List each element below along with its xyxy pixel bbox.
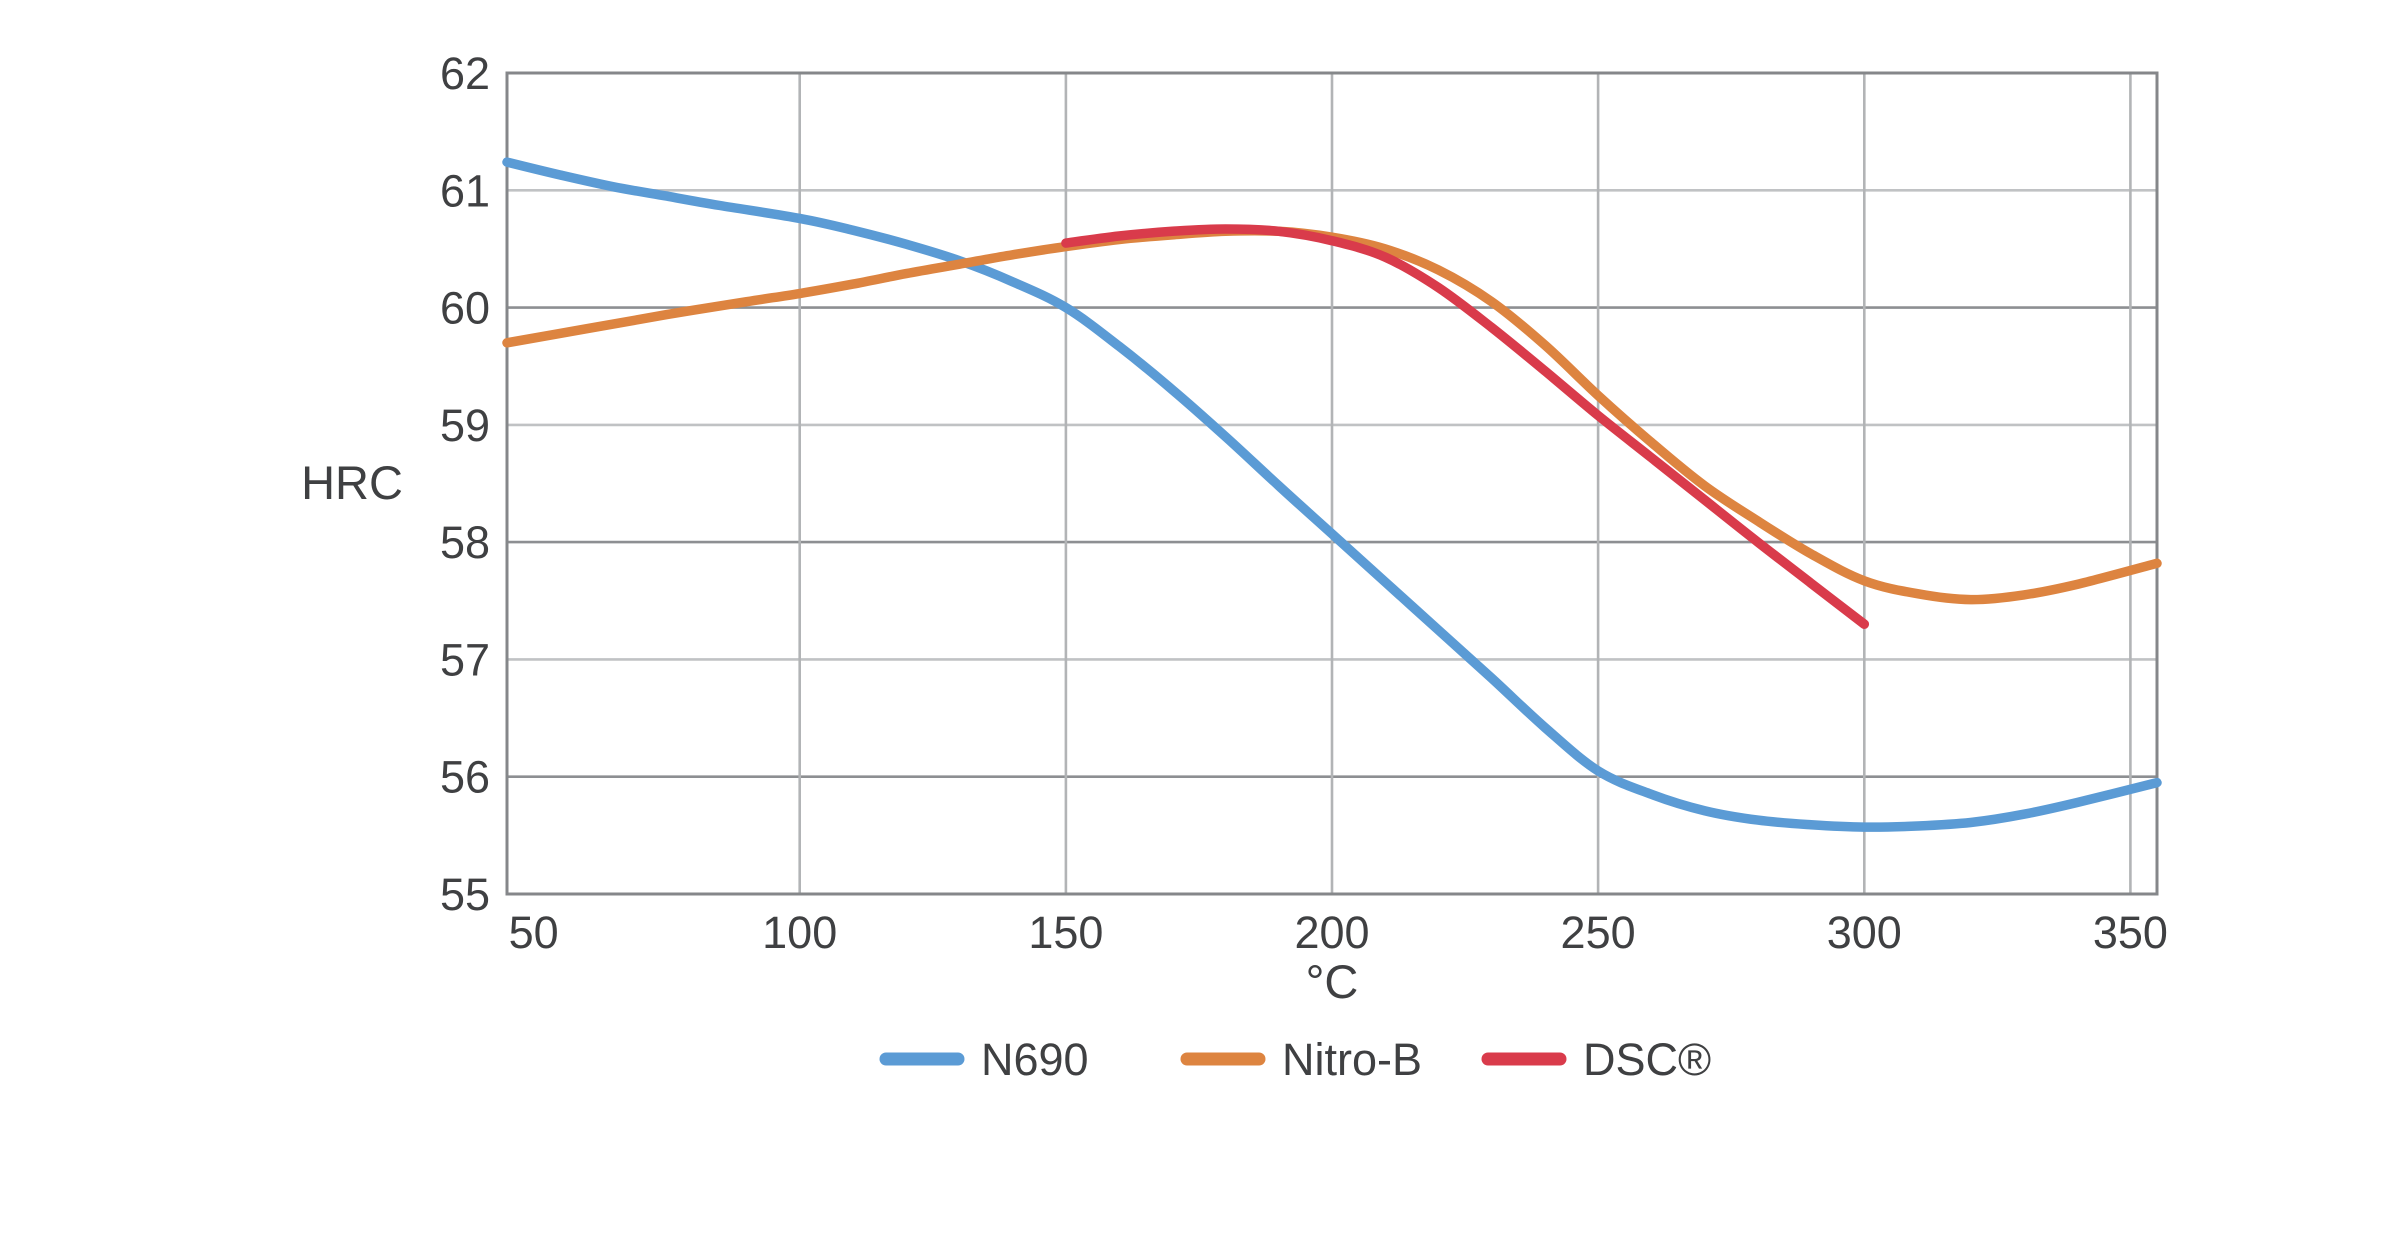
- plot-border: [505, 71, 2159, 896]
- y-tick-label-58: 58: [440, 517, 490, 568]
- x-tick-label-50: 50: [509, 907, 559, 958]
- y-tick-label-55: 55: [440, 869, 490, 920]
- x-tick-label-350: 350: [2093, 907, 2168, 958]
- legend-label-nitrob: Nitro-B: [1282, 1034, 1422, 1085]
- y-tick-label-56: 56: [440, 752, 490, 803]
- x-tick-label-150: 150: [1028, 907, 1103, 958]
- x-tick-label-250: 250: [1561, 907, 1636, 958]
- y-tick-label-62: 62: [440, 48, 490, 99]
- series-line-n690: [502, 157, 2162, 832]
- y-tick-label-59: 59: [440, 400, 490, 451]
- chart-plot-svg: 50 100 150 200 250 300 350 55 56 57 58 59 60 61 62 °C HR…: [301, 48, 2168, 1085]
- series-line-dsc: [1061, 224, 1870, 629]
- y-tick-label-60: 60: [440, 283, 490, 334]
- y-axis-title: HRC: [301, 456, 403, 509]
- y-tick-label-61: 61: [440, 165, 490, 216]
- series-line-nitrob: [502, 225, 2162, 605]
- y-tick-label-57: 57: [440, 634, 490, 685]
- hardness-tempering-chart: 50 100 150 200 250 300 350 55 56 57 58 59 60 61 62 °C HR…: [40, 16, 2360, 1240]
- x-tick-label-300: 300: [1827, 907, 1902, 958]
- x-tick-label-200: 200: [1294, 907, 1369, 958]
- legend-label-n690: N690: [981, 1034, 1089, 1085]
- x-axis-title: °C: [1306, 955, 1359, 1008]
- legend-label-dsc: DSC®: [1583, 1034, 1711, 1085]
- x-tick-label-100: 100: [762, 907, 837, 958]
